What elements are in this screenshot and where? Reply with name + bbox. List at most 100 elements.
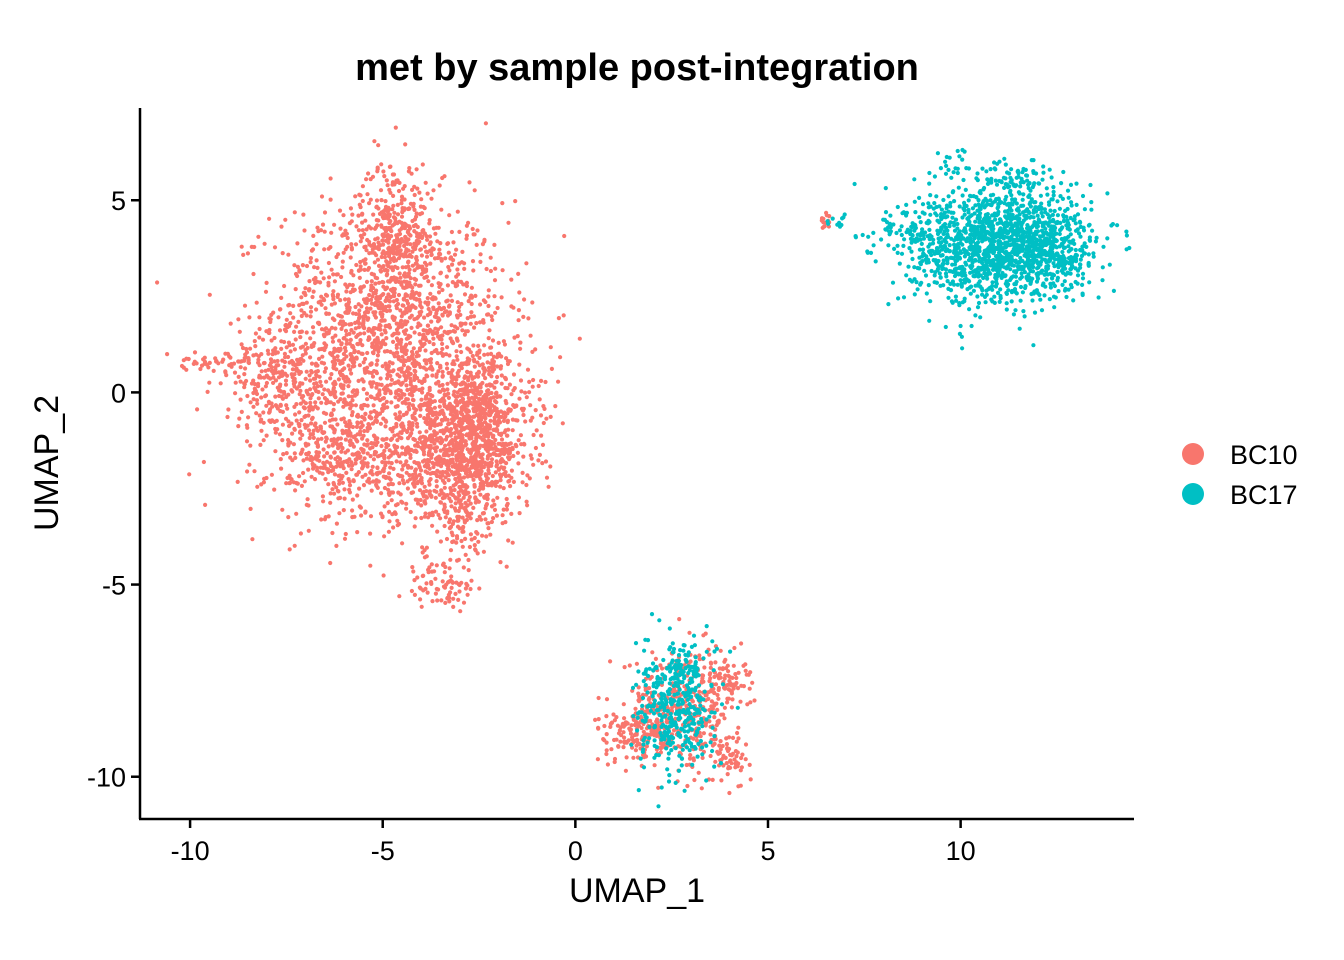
data-point (254, 300, 259, 305)
data-point (743, 757, 748, 762)
data-point (464, 362, 469, 367)
data-point (463, 500, 468, 506)
data-point (460, 465, 465, 470)
data-point (344, 338, 349, 343)
data-point (414, 407, 419, 412)
data-point (330, 339, 336, 344)
data-point (393, 395, 398, 400)
data-point (401, 273, 407, 278)
data-point (391, 339, 396, 344)
data-point (523, 390, 528, 395)
data-point (315, 265, 320, 270)
data-point (472, 325, 477, 330)
data-point (399, 252, 404, 257)
data-point (194, 361, 199, 366)
data-point (437, 284, 442, 289)
data-point (553, 404, 558, 409)
data-point (382, 534, 387, 539)
data-point (377, 453, 382, 458)
data-point (494, 380, 499, 385)
data-point (473, 466, 478, 471)
data-point (396, 232, 401, 237)
data-point (292, 329, 297, 334)
data-point (542, 406, 547, 411)
data-point (407, 280, 412, 285)
data-point (297, 358, 302, 363)
data-point (441, 305, 446, 311)
data-point (452, 324, 458, 329)
data-point (511, 453, 516, 459)
data-point (291, 315, 296, 320)
data-point (375, 353, 380, 358)
data-point (362, 331, 367, 336)
data-point (429, 364, 434, 369)
data-point (326, 388, 331, 393)
data-point (306, 467, 311, 472)
data-point (448, 578, 453, 583)
data-point (501, 418, 506, 423)
data-point (722, 685, 727, 691)
data-point (701, 633, 706, 638)
data-point (503, 377, 508, 382)
data-point (302, 479, 307, 484)
data-point (411, 346, 416, 351)
data-point (418, 407, 423, 412)
data-point (374, 295, 379, 300)
data-point (391, 255, 396, 260)
data-point (430, 452, 435, 457)
data-point (496, 467, 501, 472)
data-point (442, 485, 447, 490)
data-point (464, 390, 469, 395)
data-point (406, 357, 411, 363)
data-point (468, 423, 473, 428)
data-point (434, 489, 439, 494)
data-point (339, 449, 344, 454)
data-point (307, 405, 312, 410)
data-point (434, 311, 439, 316)
data-point (303, 286, 308, 291)
data-point (308, 336, 313, 341)
data-point (437, 470, 443, 475)
data-point (451, 539, 456, 544)
data-point (401, 322, 407, 327)
data-point (407, 226, 413, 231)
data-point (303, 348, 308, 353)
data-point (387, 308, 392, 313)
data-point (425, 462, 430, 467)
data-point (383, 424, 388, 429)
data-point (379, 491, 384, 496)
data-point (282, 364, 287, 369)
data-point (299, 308, 304, 313)
data-point (353, 457, 358, 462)
data-point (452, 389, 457, 394)
data-point (470, 395, 475, 400)
data-point (334, 464, 339, 469)
data-point (348, 357, 353, 362)
chart-title: met by sample post-integration (355, 47, 919, 89)
data-point (295, 481, 300, 486)
data-point (414, 261, 419, 266)
data-point (328, 176, 333, 181)
data-point (402, 392, 407, 397)
data-point (316, 229, 321, 234)
data-point (374, 198, 380, 203)
data-point (370, 294, 375, 299)
data-point (328, 500, 333, 505)
data-point (741, 684, 747, 689)
data-point (470, 457, 475, 462)
data-point (276, 315, 281, 320)
data-point (734, 680, 739, 686)
data-point (347, 331, 352, 336)
data-point (369, 329, 374, 335)
data-point (252, 469, 257, 474)
data-point (417, 463, 422, 468)
data-point (824, 210, 829, 215)
data-point (258, 442, 263, 447)
data-point (334, 543, 339, 549)
data-point (378, 306, 383, 311)
data-point (423, 511, 428, 516)
data-point (420, 550, 425, 555)
data-point (454, 354, 459, 359)
data-point (658, 663, 663, 668)
data-point (329, 325, 335, 330)
